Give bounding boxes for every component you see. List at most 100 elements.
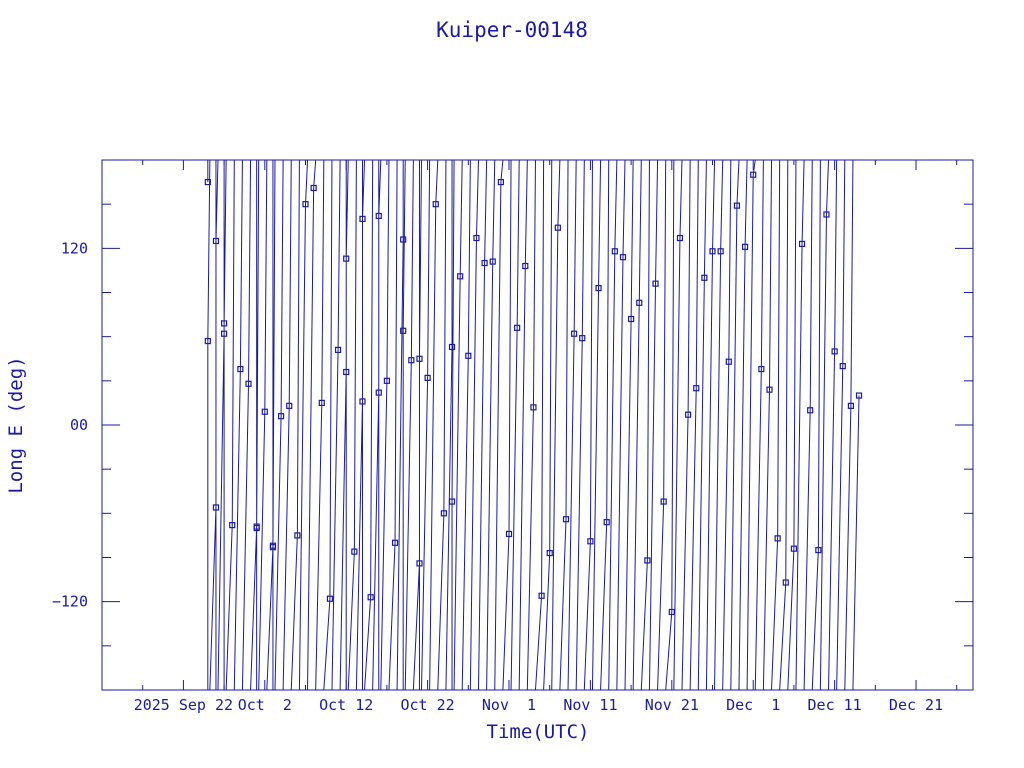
y-tick-label: 00 <box>70 416 88 434</box>
data-point-marker <box>359 215 366 222</box>
data-point-marker <box>815 547 822 554</box>
y-tick-label: −120 <box>52 593 88 611</box>
data-point-marker <box>660 498 667 505</box>
data-point-marker <box>457 273 464 280</box>
data-point-marker <box>318 399 325 407</box>
data-point-marker <box>831 348 838 355</box>
x-tick-label: Dec 1 <box>726 696 780 714</box>
data-point-marker <box>221 330 228 337</box>
x-tick-label: Nov 1 <box>482 696 536 714</box>
data-point-marker <box>684 411 692 418</box>
x-axis-tick-labels: 2025 Sep 22 Oct 2 Oct 12 Oct 22 Nov 1 Nov 11 N… <box>134 696 943 714</box>
data-point-marker <box>579 335 586 342</box>
data-point-marker <box>286 402 293 409</box>
data-point-marker <box>725 358 732 365</box>
data-point-marker <box>571 330 578 337</box>
data-point-marker <box>269 542 277 549</box>
data-point-marker <box>343 255 350 262</box>
data-point-marker <box>432 201 439 208</box>
data-point-marker <box>277 413 285 420</box>
data-point-marker <box>375 389 382 396</box>
data-point-marker <box>489 258 496 265</box>
x-tick-label: Nov 11 <box>563 696 617 714</box>
data-point-marker <box>473 234 480 242</box>
data-point-marker <box>766 386 773 393</box>
data-point-marker <box>758 365 765 373</box>
data-point-marker <box>448 343 456 351</box>
data-point-marker <box>652 280 659 287</box>
data-point-marker <box>628 315 635 323</box>
data-point-marker <box>636 299 643 306</box>
x-tick-label: Nov 21 <box>645 696 699 714</box>
data-point-marker <box>424 374 431 381</box>
data-point-marker <box>855 392 863 399</box>
data-point-marker <box>839 363 846 370</box>
data-point-marker <box>823 211 830 218</box>
data-point-marker <box>595 284 602 292</box>
data-point-marker <box>400 236 407 243</box>
data-point-marker <box>391 539 399 546</box>
data-point-marker <box>497 178 504 186</box>
data-point-marker <box>212 237 220 245</box>
data-point-marker <box>587 538 594 545</box>
data-point-marker <box>790 545 798 552</box>
data-point-marker <box>253 524 260 532</box>
data-point-marker <box>676 234 684 242</box>
data-point-marker <box>782 579 789 586</box>
data-point-marker <box>750 171 757 178</box>
data-point-marker <box>701 274 708 281</box>
x-tick-label: 2025 Sep 22 <box>134 696 233 714</box>
data-point-marker <box>416 355 423 362</box>
x-tick-label: Oct 22 <box>401 696 455 714</box>
data-point-marker <box>741 243 749 250</box>
data-point-marker <box>343 368 350 376</box>
data-point-marker <box>261 408 268 415</box>
data-point-marker <box>334 346 342 354</box>
y-tick-label: 120 <box>61 239 88 257</box>
y-axis-ticks <box>102 159 973 691</box>
data-point-marker <box>514 324 521 331</box>
data-point-marker <box>237 365 244 373</box>
data-point-marker <box>375 212 382 220</box>
data-point-marker <box>440 510 447 517</box>
data-point-marker <box>481 259 488 267</box>
data-point-marker <box>733 202 741 209</box>
data-point-marker <box>400 327 407 334</box>
data-point-marker <box>644 557 651 564</box>
series-line <box>207 160 860 690</box>
data-point-marker <box>351 548 358 555</box>
data-point-marker <box>807 407 814 414</box>
data-point-marker <box>448 498 456 505</box>
data-point-marker <box>505 530 513 538</box>
data-point-marker <box>359 398 366 405</box>
data-point-marker <box>245 380 252 387</box>
data-point-marker <box>465 352 472 359</box>
data-point-marker <box>611 248 618 255</box>
x-tick-label: Dec 11 <box>808 696 862 714</box>
y-axis-tick-labels: −120 00 120 <box>52 239 88 610</box>
data-point-marker <box>522 262 529 270</box>
data-point-marker <box>302 201 309 208</box>
data-point-marker <box>668 608 675 616</box>
series-layer <box>204 160 863 690</box>
data-point-marker <box>847 402 854 409</box>
data-point-marker <box>530 404 537 411</box>
data-point-marker <box>546 549 553 557</box>
data-point-marker <box>383 377 391 384</box>
data-point-marker <box>204 337 211 345</box>
data-point-marker <box>212 504 220 511</box>
data-point-marker <box>798 240 806 248</box>
data-point-marker <box>408 357 415 364</box>
data-point-marker <box>221 320 228 327</box>
data-point-marker <box>294 532 301 539</box>
data-point-marker <box>709 248 716 255</box>
data-point-marker <box>310 184 317 192</box>
data-point-marker <box>693 385 700 392</box>
data-point-marker <box>562 516 570 523</box>
data-point-marker <box>326 595 334 602</box>
data-point-marker <box>619 254 627 261</box>
data-point-marker <box>717 248 724 255</box>
data-point-marker <box>538 592 545 599</box>
x-tick-label: Dec 21 <box>889 696 943 714</box>
